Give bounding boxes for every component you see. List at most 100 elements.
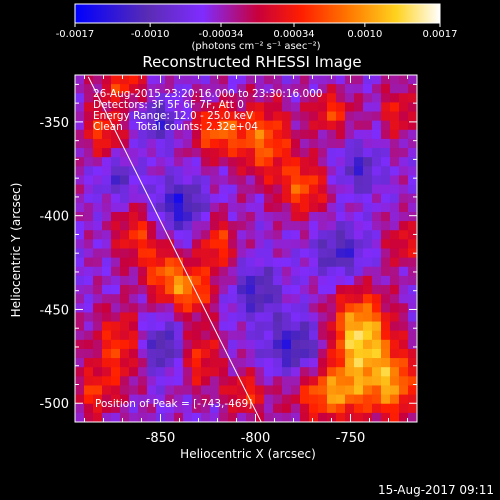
- heatmap-cell: [390, 412, 400, 422]
- heatmap-cell: [300, 221, 310, 231]
- heatmap-cell: [255, 102, 265, 113]
- heatmap-cell: [372, 339, 382, 350]
- heatmap-cell: [102, 248, 112, 259]
- heatmap-cell: [336, 202, 346, 213]
- heatmap-cell: [165, 412, 175, 422]
- heatmap-cell: [399, 184, 409, 195]
- heatmap-cell: [363, 211, 373, 222]
- heatmap-cell: [102, 348, 112, 359]
- heatmap-cell: [336, 84, 346, 94]
- heatmap-cell: [381, 385, 391, 396]
- heatmap-cell: [327, 93, 337, 103]
- heatmap-cell: [354, 211, 364, 222]
- heatmap-cell: [75, 102, 85, 113]
- heatmap-cell: [102, 239, 112, 250]
- heatmap-cell: [399, 102, 409, 113]
- heatmap-cell: [336, 148, 346, 158]
- heatmap-cell: [399, 312, 409, 323]
- heatmap-cell: [336, 367, 346, 377]
- heatmap-cell: [111, 266, 121, 277]
- heatmap-cell: [102, 120, 112, 131]
- heatmap-cell: [102, 202, 112, 213]
- heatmap-cell: [399, 193, 409, 204]
- heatmap-cell: [399, 166, 409, 177]
- heatmap-cell: [390, 138, 400, 149]
- heatmap-cell: [381, 348, 391, 359]
- heatmap-cell: [255, 175, 265, 186]
- heatmap-cell: [381, 266, 391, 277]
- heatmap-cell: [399, 339, 409, 350]
- heatmap-cell: [138, 248, 148, 259]
- heatmap-cell: [399, 248, 409, 259]
- heatmap-cell: [102, 211, 112, 222]
- heatmap-cell: [120, 193, 130, 204]
- heatmap-cell: [93, 403, 103, 414]
- heatmap-cell: [174, 102, 184, 113]
- heatmap-cell: [273, 266, 283, 277]
- heatmap-cell: [210, 211, 220, 222]
- heatmap-cell: [210, 303, 220, 314]
- heatmap-cell: [93, 148, 103, 158]
- heatmap-cell: [165, 221, 175, 231]
- heatmap-cell: [102, 148, 112, 158]
- heatmap-cell: [300, 129, 310, 140]
- heatmap-cell: [327, 257, 337, 268]
- heatmap-cell: [327, 321, 337, 332]
- heatmap-cell: [237, 202, 247, 213]
- heatmap-cell: [129, 248, 139, 259]
- heatmap-cell: [372, 312, 382, 323]
- heatmap-cell: [381, 129, 391, 140]
- heatmap-cell: [408, 303, 417, 314]
- heatmap-cell: [138, 275, 148, 286]
- heatmap-cell: [345, 175, 355, 186]
- heatmap-cell: [174, 403, 184, 414]
- heatmap-cell: [75, 93, 85, 103]
- heatmap-cell: [345, 84, 355, 94]
- heatmap-cell: [156, 138, 166, 149]
- heatmap-cell: [363, 348, 373, 359]
- heatmap-cell: [228, 193, 238, 204]
- heatmap-cell: [273, 348, 283, 359]
- heatmap-cell: [255, 285, 265, 295]
- heatmap-cell: [129, 166, 139, 177]
- heatmap-cell: [300, 202, 310, 213]
- plot-frame: [74, 74, 418, 423]
- heatmap-cell: [102, 339, 112, 350]
- heatmap-cell: [174, 285, 184, 295]
- heatmap-cell: [399, 148, 409, 158]
- heatmap-cell: [300, 403, 310, 414]
- heatmap-cell: [183, 157, 193, 167]
- heatmap-cell: [282, 403, 292, 414]
- heatmap-cell: [354, 239, 364, 250]
- heatmap-cell: [84, 184, 94, 195]
- heatmap-cell: [120, 330, 130, 341]
- heatmap-cell: [120, 166, 130, 177]
- heatmap-cell: [399, 257, 409, 268]
- heatmap-cell: [327, 129, 337, 140]
- heatmap-cell: [129, 148, 139, 158]
- heatmap-cell: [300, 111, 310, 122]
- heatmap-cell: [327, 303, 337, 314]
- heatmap-cell: [309, 157, 319, 167]
- heatmap-cell: [273, 221, 283, 231]
- heatmap-cell: [300, 157, 310, 167]
- heatmap-cell: [120, 138, 130, 149]
- heatmap-cell: [228, 358, 238, 368]
- heatmap-cell: [228, 84, 238, 94]
- heatmap-cell: [336, 111, 346, 122]
- heatmap-cell: [156, 403, 166, 414]
- heatmap-cell: [345, 330, 355, 341]
- heatmap-cell: [390, 230, 400, 240]
- heatmap-cell: [282, 211, 292, 222]
- heatmap-cell: [237, 248, 247, 259]
- heatmap-cell: [120, 348, 130, 359]
- heatmap-cell: [201, 385, 211, 396]
- heatmap-cell: [93, 294, 103, 304]
- heatmap-cell: [165, 166, 175, 177]
- heatmap-cell: [318, 202, 328, 213]
- heatmap-cell: [219, 294, 229, 304]
- heatmap-cell: [219, 230, 229, 240]
- heatmap-cell: [399, 230, 409, 240]
- heatmap-cell: [174, 303, 184, 314]
- heatmap-cell: [273, 138, 283, 149]
